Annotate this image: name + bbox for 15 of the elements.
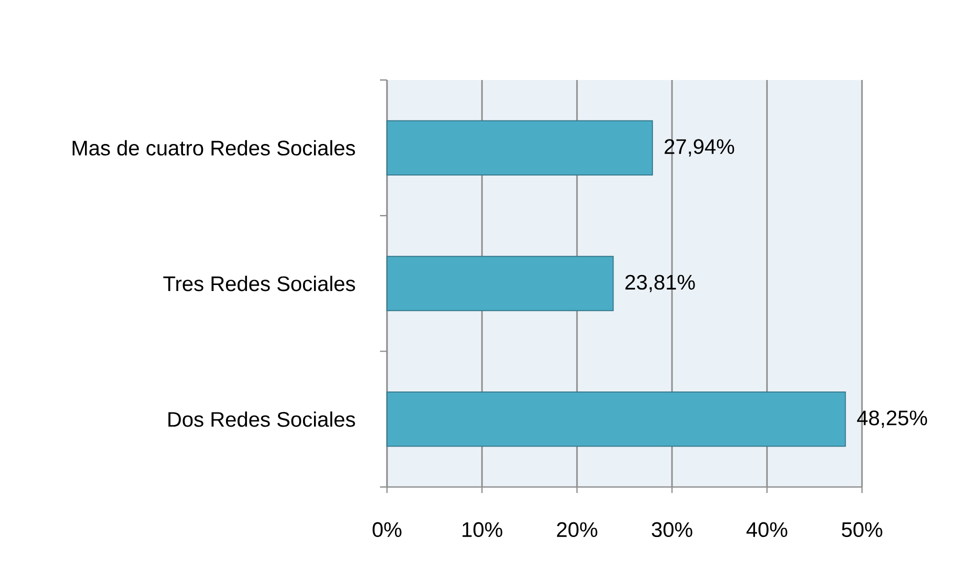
y-tick-label: Dos Redes Sociales [168,411,355,427]
x-tick-label: 30% [652,522,692,538]
y-tick-label: Mas de cuatro Redes Sociales [72,140,355,156]
data-label: 48,25% [857,410,928,428]
x-tick-label: 0% [372,522,402,538]
bar [386,256,614,312]
bar [386,120,653,176]
x-tick-label: 50% [842,522,882,538]
data-label: 23,81% [625,274,695,292]
x-tick-label: 10% [462,522,502,538]
data-label: 27,94% [664,139,734,156]
x-tick-label: 20% [557,522,598,538]
y-tick-label: Tres Redes Sociales [163,276,355,292]
x-tick-label: 40% [746,522,788,538]
bar [386,392,846,447]
